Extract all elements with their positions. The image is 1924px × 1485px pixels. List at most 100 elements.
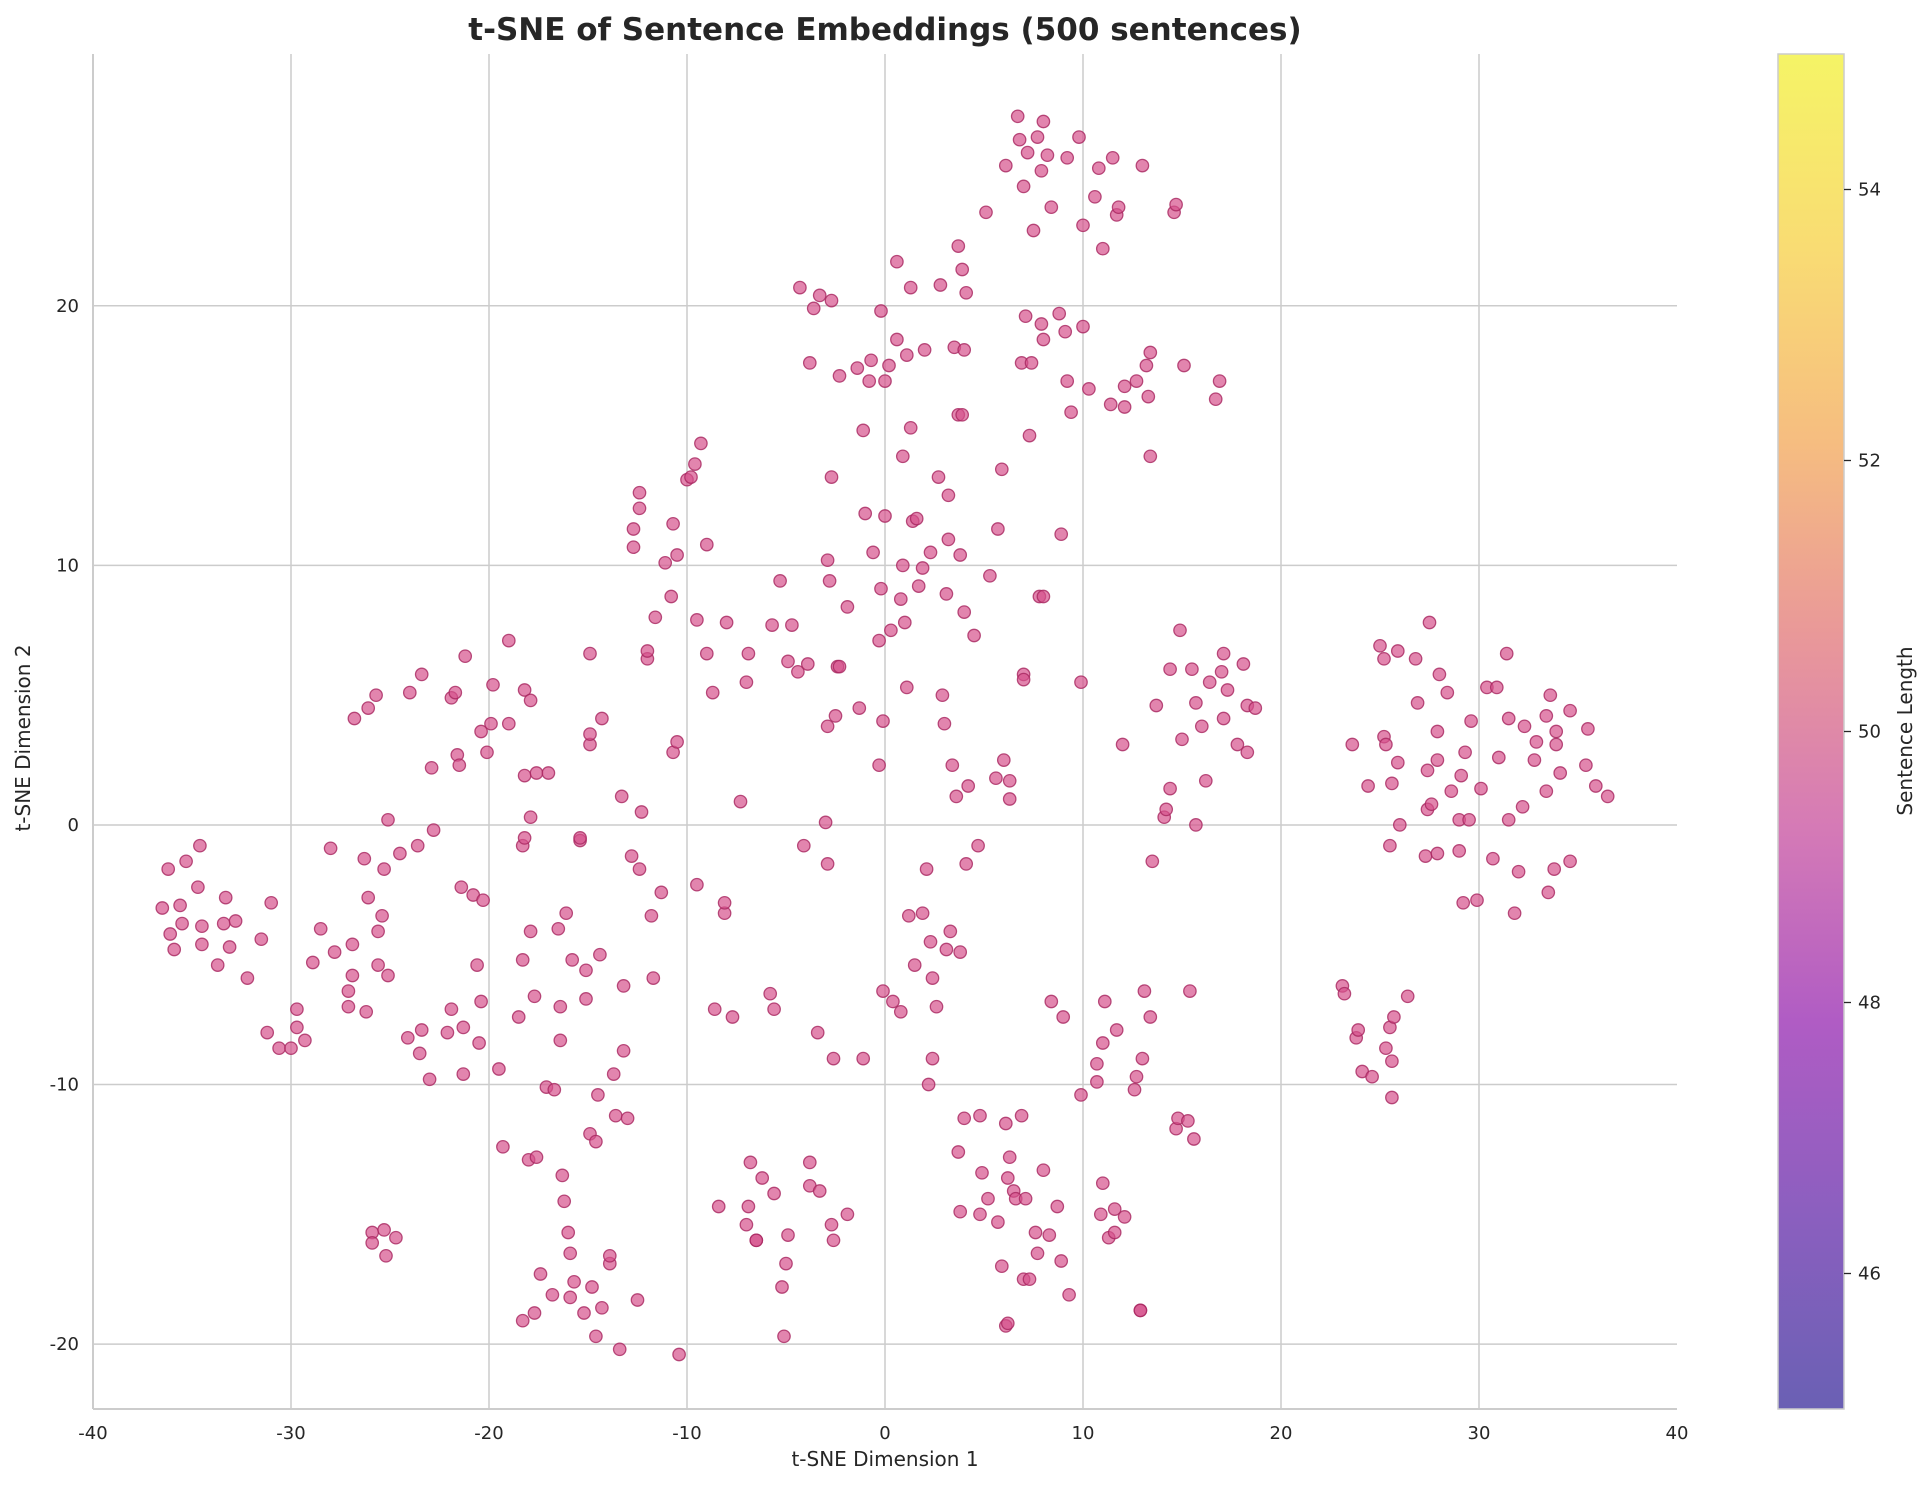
data-point xyxy=(1135,1051,1150,1066)
chart-title: t-SNE of Sentence Embeddings (500 senten… xyxy=(468,12,1301,48)
data-point xyxy=(161,862,176,876)
data-point xyxy=(1076,218,1090,233)
data-point xyxy=(379,1248,393,1263)
data-point xyxy=(921,1077,936,1092)
data-point xyxy=(886,994,900,1009)
data-point xyxy=(1440,685,1455,700)
data-point xyxy=(1018,309,1033,324)
data-point xyxy=(290,1020,304,1035)
data-point xyxy=(824,470,839,484)
data-point xyxy=(654,885,669,900)
data-point xyxy=(595,1300,609,1315)
data-point xyxy=(1549,724,1564,739)
data-point xyxy=(743,1155,758,1170)
x-tick-label: -30 xyxy=(276,1423,305,1444)
data-point xyxy=(777,1329,791,1344)
data-point xyxy=(1173,623,1187,638)
data-point xyxy=(1541,885,1556,900)
data-point xyxy=(614,789,629,804)
data-point xyxy=(357,851,372,866)
data-point xyxy=(567,1274,581,1289)
data-point xyxy=(1042,1228,1057,1242)
data-point xyxy=(909,511,924,526)
data-point xyxy=(254,932,269,947)
data-point xyxy=(1054,527,1069,542)
data-point xyxy=(820,553,835,568)
data-point xyxy=(444,1002,459,1017)
data-point xyxy=(1018,1191,1033,1206)
data-point xyxy=(991,1215,1005,1229)
data-point xyxy=(741,1199,756,1214)
data-point xyxy=(474,724,488,739)
data-point xyxy=(1424,797,1439,812)
data-point xyxy=(284,1041,298,1056)
data-point xyxy=(1383,838,1397,853)
data-point xyxy=(1470,893,1484,908)
data-point xyxy=(1030,130,1045,144)
data-point xyxy=(929,999,944,1014)
data-point xyxy=(595,711,609,726)
data-point xyxy=(1082,382,1096,396)
data-point xyxy=(1133,1303,1148,1318)
data-point xyxy=(994,462,1009,477)
data-point xyxy=(440,1025,455,1040)
data-point xyxy=(672,1347,686,1362)
data-point xyxy=(1020,145,1035,160)
colorbar-tick-label: 52 xyxy=(1858,451,1881,472)
data-point xyxy=(517,683,532,697)
data-point xyxy=(707,1002,722,1017)
data-point xyxy=(644,908,659,923)
data-point xyxy=(806,301,821,316)
data-point xyxy=(699,537,714,552)
data-point xyxy=(345,968,360,983)
data-point xyxy=(1149,698,1164,713)
data-point xyxy=(1517,719,1532,734)
data-point xyxy=(1095,241,1110,256)
data-point xyxy=(725,1010,740,1024)
data-point xyxy=(359,1004,374,1019)
data-point xyxy=(1337,986,1352,1001)
data-point xyxy=(1507,906,1522,921)
data-point xyxy=(694,436,708,451)
data-point xyxy=(741,646,756,661)
data-point xyxy=(957,1111,972,1126)
data-point xyxy=(1220,683,1235,697)
data-point xyxy=(347,711,362,726)
data-point xyxy=(893,1004,908,1019)
data-point xyxy=(935,688,950,703)
data-point xyxy=(1236,657,1251,671)
data-point xyxy=(1410,696,1425,710)
data-point xyxy=(630,1293,645,1307)
data-point xyxy=(228,914,243,928)
data-point xyxy=(1159,802,1174,817)
data-point xyxy=(222,940,237,954)
data-point xyxy=(602,1248,617,1263)
data-point xyxy=(1418,849,1433,863)
data-point xyxy=(967,628,981,643)
x-tick-label: -10 xyxy=(672,1423,701,1444)
data-point xyxy=(1351,1023,1366,1037)
data-point xyxy=(648,610,663,625)
data-point xyxy=(884,623,898,638)
data-point xyxy=(955,262,970,277)
data-point xyxy=(593,947,607,962)
data-point xyxy=(470,958,484,972)
data-point xyxy=(195,919,209,934)
data-point xyxy=(1076,319,1090,334)
data-point xyxy=(1091,161,1106,176)
data-point xyxy=(1189,818,1203,832)
data-point xyxy=(1107,1202,1122,1216)
data-point xyxy=(553,999,568,1014)
data-point xyxy=(895,449,910,464)
data-point xyxy=(1016,672,1031,687)
data-point xyxy=(1030,1246,1045,1261)
y-tick-label: 10 xyxy=(56,555,79,576)
data-point xyxy=(1022,1272,1037,1287)
data-point xyxy=(1230,737,1245,752)
data-point xyxy=(1373,638,1387,653)
data-point xyxy=(1454,768,1469,783)
data-point xyxy=(515,1313,530,1328)
data-point xyxy=(1044,994,1059,1009)
data-point xyxy=(313,921,328,936)
data-point xyxy=(915,906,930,921)
